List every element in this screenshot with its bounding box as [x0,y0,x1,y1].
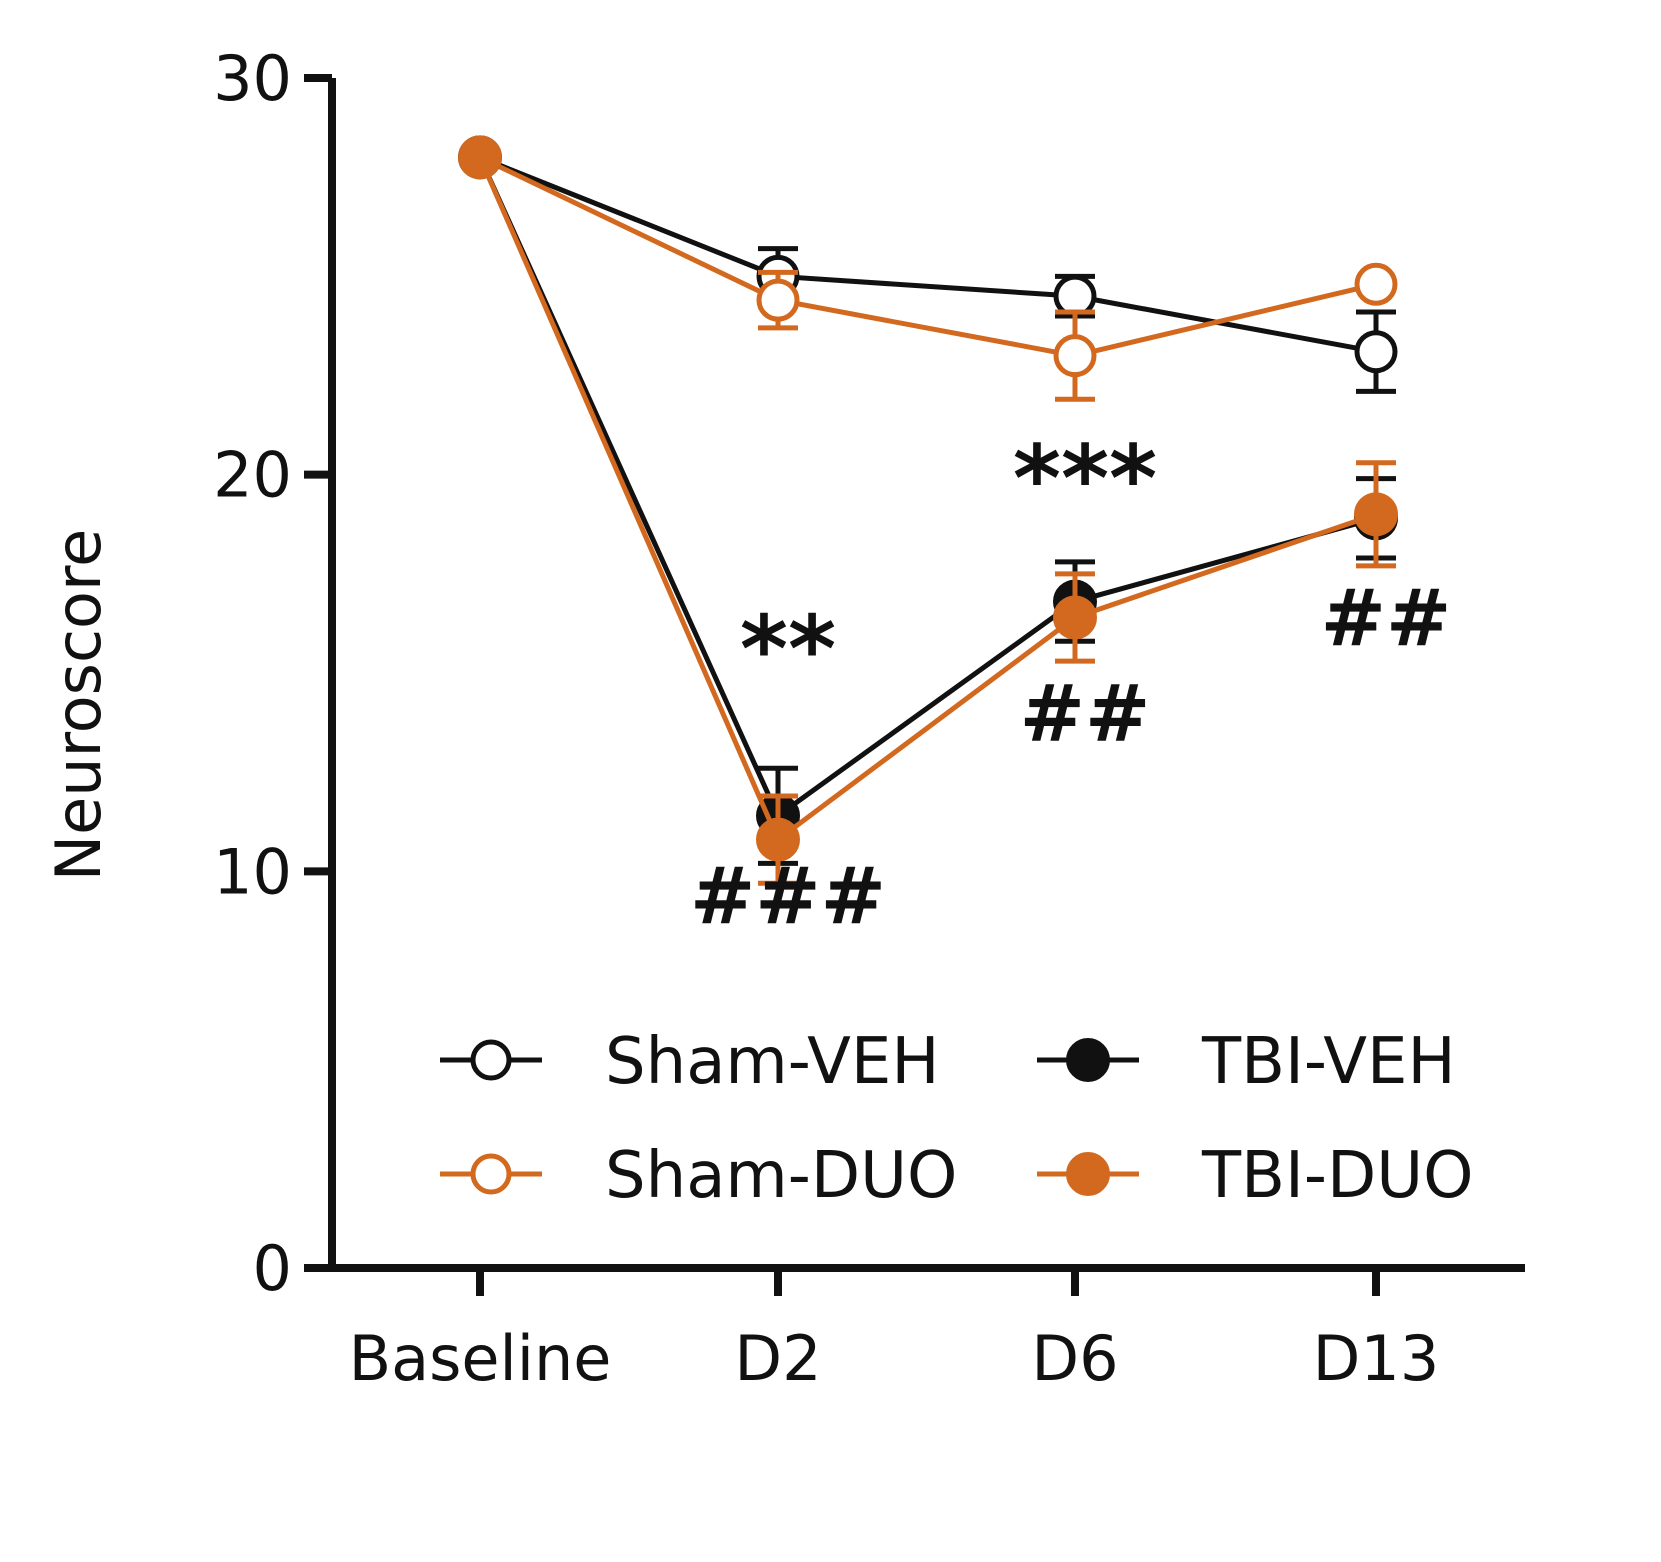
series-line-sham-veh [479,155,1377,355]
y-tick-label: 0 [253,1232,292,1305]
significance-hashes: ### [690,852,886,942]
significance-hashes: ## [1020,669,1151,759]
legend-entry-sham-veh: Sham-VEH [440,1025,939,1099]
data-point-tbi-duo [1053,595,1097,640]
legend-entry-tbi-veh: TBI-VEH [1037,1025,1456,1099]
significance-hashes: ## [1321,574,1452,664]
series-line-sham-duo [478,155,1377,359]
series-layer [458,135,1398,886]
significance-stars: ** [740,596,836,703]
x-tick-label-d2: D2 [734,1322,821,1395]
x-tick-label-d13: D13 [1313,1322,1440,1395]
x-tick-label-d6: D6 [1031,1322,1118,1395]
legend-marker [470,1153,512,1195]
series-line-tbi-duo [477,156,1377,844]
y-ticks: 0 10 20 30 [213,42,332,1305]
data-point-sham-duo [1354,262,1398,306]
series-tbi-duo [458,135,1398,886]
legend-entry-sham-duo: Sham-DUO [440,1139,957,1213]
series-sham-duo [458,135,1398,402]
data-point-tbi-duo [756,817,800,862]
annotations-layer: ** ### *** ## ## [690,425,1451,942]
legend: Sham-VEH TBI-VEH Sham-DUO TBI-DUO [440,1025,1473,1213]
legend-marker [470,1039,512,1081]
significance-stars: *** [1013,425,1157,532]
y-tick-label: 20 [213,439,292,512]
data-point-sham-veh [1053,274,1097,318]
series-tbi-veh [458,135,1398,866]
data-point-sham-veh [1354,330,1398,374]
legend-label: Sham-DUO [605,1139,957,1213]
legend-marker [1066,1038,1110,1082]
legend-label: TBI-DUO [1201,1139,1473,1213]
y-axis-label: Neuroscore [42,529,115,881]
legend-label: TBI-VEH [1201,1025,1456,1099]
legend-marker [1066,1152,1110,1196]
data-point-tbi-duo [1354,492,1398,537]
legend-label: Sham-VEH [605,1025,939,1099]
data-point-sham-duo [1053,334,1097,378]
x-ticks: Baseline D2 D6 D13 [349,1268,1440,1395]
data-point-sham-duo [756,278,800,322]
y-tick-label: 10 [213,835,292,908]
y-tick-label: 30 [213,42,292,115]
data-point-tbi-duo [458,135,502,180]
legend-entry-tbi-duo: TBI-DUO [1037,1139,1473,1213]
series-line-tbi-veh [477,156,1377,820]
series-sham-veh [458,135,1398,394]
axes [328,78,1525,1272]
x-tick-label-baseline: Baseline [349,1322,612,1395]
